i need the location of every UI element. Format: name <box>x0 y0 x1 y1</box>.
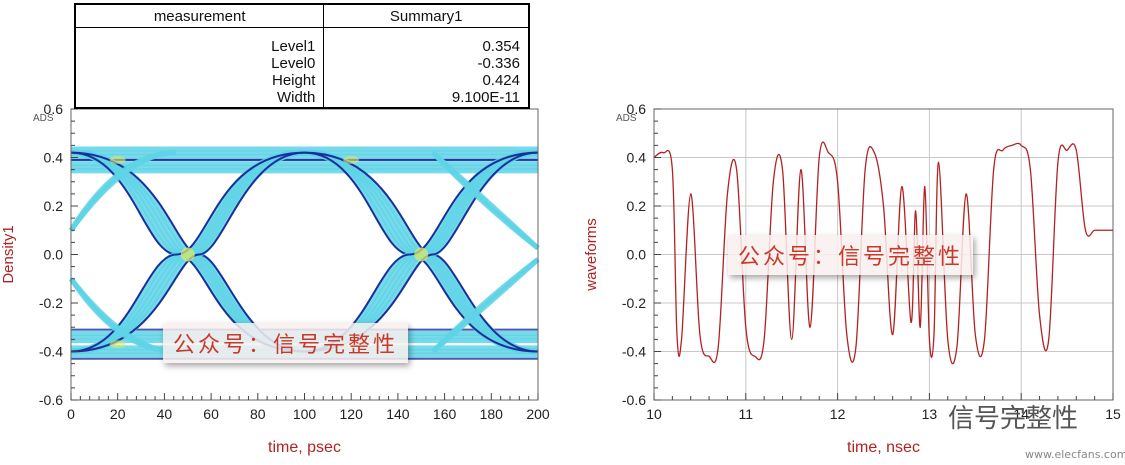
eye-diagram-chart: 0 20 40 60 80 100 120 140 160 180 200 0.6 0.4 0.2 0.0 -… <box>0 101 550 456</box>
eye-hotspot <box>109 340 126 349</box>
x-tick-label: 200 <box>526 406 550 422</box>
measurement-value: 0.424 <box>482 72 520 89</box>
measurement-values: 0.354 -0.336 0.424 9.100E-11 <box>323 27 530 109</box>
y-tick-label: 0.0 <box>44 247 64 263</box>
measurement-name: Level1 <box>271 38 316 55</box>
x-tick-label: 15 <box>1105 406 1121 422</box>
waveform-chart: 10 11 12 13 14 15 0.6 0.4 0.2 0.0 -0.2 -0.4 -0.6 time… <box>583 101 1121 456</box>
corner-label: ADS <box>33 113 54 124</box>
x-tick-label: 11 <box>739 406 754 422</box>
measurement-value: 0.354 <box>482 38 520 55</box>
x-tick-label: 140 <box>386 406 410 422</box>
x-tick-label: 100 <box>293 406 317 422</box>
x-tick-label: 40 <box>157 406 173 422</box>
x-tick-label: 10 <box>646 406 662 422</box>
y-axis-label: Density1 <box>0 225 17 283</box>
x-tick-label: 12 <box>830 406 846 422</box>
corner-label: ADS <box>616 113 637 124</box>
y-tick-label: -0.4 <box>622 344 646 360</box>
eye-edge-transition <box>431 257 540 354</box>
y-axis-label: waveforms <box>583 218 600 292</box>
x-axis-label: time, psec <box>268 439 341 456</box>
y-tick-label: -0.6 <box>622 392 646 408</box>
y-tick-label: -0.6 <box>39 392 63 408</box>
x-tick-label: 0 <box>67 406 75 422</box>
eye-transition-edge <box>70 151 305 353</box>
x-tick-label: 180 <box>480 406 504 422</box>
y-tick-label: 0.0 <box>627 247 647 263</box>
eye-crossing <box>414 247 429 262</box>
x-axis-label: time, nsec <box>847 439 920 456</box>
y-tick-label: 0.4 <box>44 150 64 166</box>
measurement-value: 9.100E-11 <box>451 89 520 106</box>
y-tick-label: -0.2 <box>39 295 63 311</box>
watermark-label-right: 公众号：信号完整性 <box>728 235 974 275</box>
y-tick-label: 0.2 <box>627 198 647 214</box>
measurement-table: measurement Summary1 Level1 Level0 Heigh… <box>74 3 530 109</box>
measurement-name: Level0 <box>271 55 316 72</box>
y-tick-label: 0.4 <box>627 150 647 166</box>
site-watermark-text: 信号完整性 <box>948 404 1079 434</box>
x-tick-label: 20 <box>110 406 126 422</box>
y-tick-label: 0.6 <box>44 101 64 117</box>
y-tick-label: -0.4 <box>39 344 63 360</box>
x-tick-label: 14 <box>1013 406 1029 422</box>
eye-edge-transition <box>68 150 177 232</box>
eye-hotspot <box>343 155 360 164</box>
watermark-label-left: 公众号：信号完整性 <box>163 323 409 363</box>
eye-crossing <box>180 247 195 262</box>
measurement-name: Width <box>277 89 316 106</box>
site-watermark-url: www.elecfans.com <box>1025 448 1125 461</box>
summary-header: Summary1 <box>323 3 530 28</box>
measurement-name: Height <box>272 72 316 89</box>
waveform-line <box>653 141 1113 365</box>
x-tick-label: 120 <box>340 406 364 422</box>
measurement-names: Level1 Level0 Height Width <box>74 27 325 109</box>
measurement-header: measurement <box>74 3 325 28</box>
x-tick-label: 13 <box>922 406 938 422</box>
x-tick-label: 80 <box>250 406 266 422</box>
x-tick-label: 60 <box>203 406 219 422</box>
y-tick-label: 0.2 <box>44 198 64 214</box>
y-tick-label: -0.2 <box>622 295 646 311</box>
eye-hotspot <box>109 155 126 164</box>
y-tick-label: 0.6 <box>627 101 647 117</box>
eye-edge-transition <box>431 150 540 251</box>
measurement-value: -0.336 <box>477 55 520 72</box>
x-tick-label: 160 <box>433 406 457 422</box>
